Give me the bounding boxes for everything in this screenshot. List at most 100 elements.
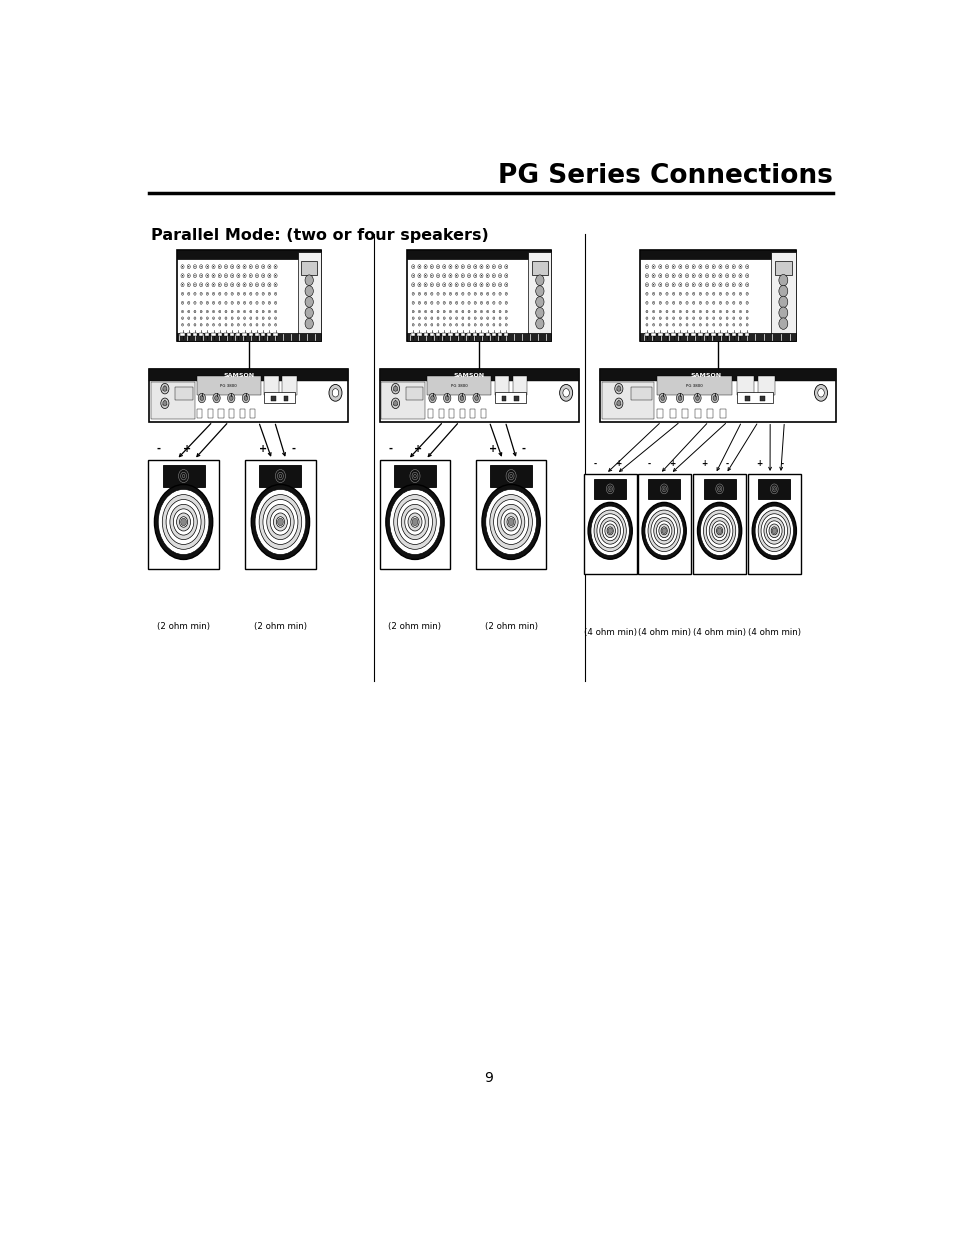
Circle shape <box>443 317 445 320</box>
Text: (2 ohm min): (2 ohm min) <box>157 622 210 631</box>
Circle shape <box>726 275 727 277</box>
Circle shape <box>305 285 313 296</box>
Circle shape <box>274 275 275 277</box>
Circle shape <box>262 317 264 320</box>
Circle shape <box>262 293 264 295</box>
Circle shape <box>436 264 439 269</box>
Circle shape <box>697 503 740 559</box>
Circle shape <box>250 324 252 326</box>
Circle shape <box>685 324 687 326</box>
Circle shape <box>499 275 500 277</box>
Circle shape <box>771 529 776 534</box>
Bar <box>718 333 722 336</box>
Circle shape <box>206 274 209 278</box>
Circle shape <box>412 274 415 278</box>
Bar <box>283 396 288 401</box>
Bar <box>271 396 275 401</box>
Circle shape <box>436 301 438 304</box>
Circle shape <box>676 394 683 403</box>
Circle shape <box>200 324 202 326</box>
Circle shape <box>699 310 700 312</box>
Circle shape <box>242 394 250 403</box>
Circle shape <box>486 310 488 312</box>
Circle shape <box>479 301 482 304</box>
Bar <box>466 333 471 336</box>
Circle shape <box>474 324 476 326</box>
Text: -: - <box>388 443 392 453</box>
Circle shape <box>162 494 205 550</box>
Circle shape <box>732 317 734 320</box>
Circle shape <box>443 310 445 312</box>
Circle shape <box>536 319 543 329</box>
Text: -: - <box>593 459 597 468</box>
Circle shape <box>462 266 463 268</box>
Circle shape <box>179 516 188 527</box>
Circle shape <box>745 293 747 295</box>
Bar <box>379 369 578 380</box>
Circle shape <box>412 293 414 295</box>
Circle shape <box>449 317 451 320</box>
Circle shape <box>262 310 264 312</box>
Circle shape <box>474 293 476 295</box>
Bar <box>744 396 749 401</box>
Circle shape <box>187 274 190 278</box>
Circle shape <box>425 284 426 285</box>
Circle shape <box>236 274 239 278</box>
Bar <box>664 333 669 336</box>
Circle shape <box>305 319 313 329</box>
Circle shape <box>659 274 661 278</box>
Circle shape <box>717 529 721 534</box>
Circle shape <box>193 301 196 304</box>
Circle shape <box>778 296 787 308</box>
Circle shape <box>207 266 208 268</box>
Circle shape <box>641 503 685 559</box>
Circle shape <box>481 484 539 559</box>
Circle shape <box>475 266 476 268</box>
Circle shape <box>692 310 694 312</box>
Circle shape <box>193 264 196 269</box>
Bar <box>704 333 709 336</box>
Circle shape <box>672 274 675 278</box>
Text: 9: 9 <box>484 1071 493 1086</box>
Circle shape <box>424 293 426 295</box>
Circle shape <box>194 284 195 285</box>
Bar <box>503 333 508 336</box>
Circle shape <box>200 284 201 285</box>
Circle shape <box>732 301 734 304</box>
Circle shape <box>505 284 506 285</box>
Circle shape <box>702 510 735 552</box>
Bar <box>491 333 496 336</box>
Circle shape <box>443 324 445 326</box>
Circle shape <box>268 310 270 312</box>
Bar <box>250 409 254 419</box>
Circle shape <box>645 283 648 287</box>
Bar <box>429 333 434 336</box>
Circle shape <box>479 274 482 278</box>
Circle shape <box>268 293 271 295</box>
Circle shape <box>212 274 214 278</box>
Bar <box>242 333 247 336</box>
Text: PG Series Connections: PG Series Connections <box>497 163 832 189</box>
Circle shape <box>424 264 427 269</box>
Circle shape <box>504 264 507 269</box>
Bar <box>639 332 795 341</box>
Circle shape <box>199 274 202 278</box>
Circle shape <box>180 519 186 526</box>
Circle shape <box>725 317 727 320</box>
Circle shape <box>430 301 433 304</box>
Circle shape <box>699 324 700 326</box>
Circle shape <box>437 266 438 268</box>
Circle shape <box>493 324 495 326</box>
Circle shape <box>224 264 227 269</box>
Circle shape <box>493 266 494 268</box>
Circle shape <box>389 489 440 555</box>
Bar <box>470 409 475 419</box>
Bar <box>212 333 215 336</box>
Circle shape <box>187 264 190 269</box>
Circle shape <box>505 266 506 268</box>
Text: PG 3800: PG 3800 <box>220 384 236 388</box>
Circle shape <box>504 274 507 278</box>
Circle shape <box>685 301 687 304</box>
Circle shape <box>161 398 169 409</box>
Circle shape <box>467 274 470 278</box>
